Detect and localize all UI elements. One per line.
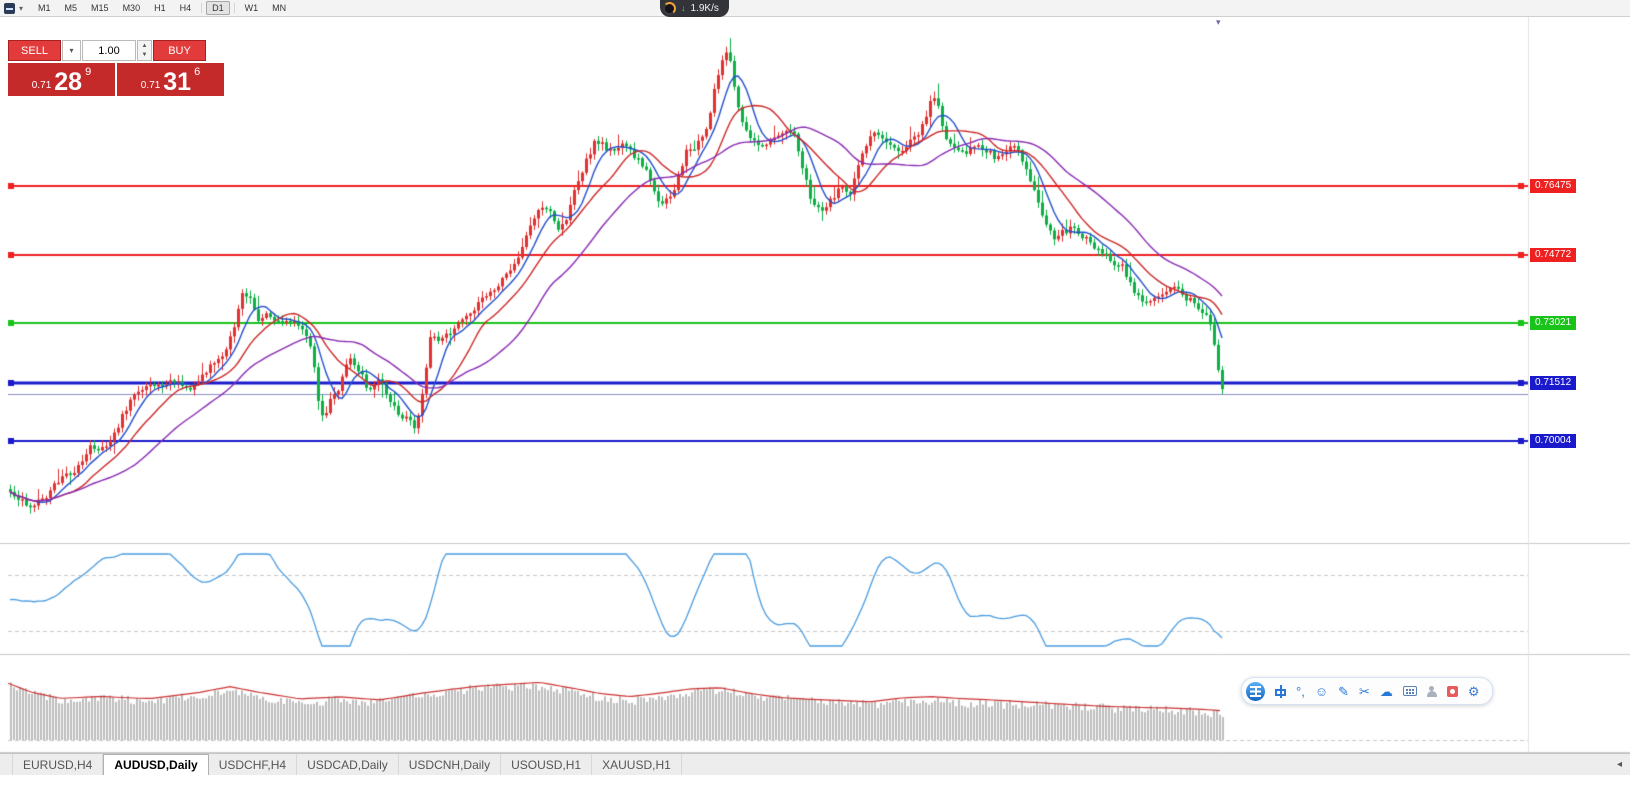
timeframe-d1-button[interactable]: D1 [206,1,230,15]
keyboard-icon[interactable] [1402,686,1417,696]
toolbar-caret-icon[interactable]: ▾ [19,3,24,13]
price-level-tag-5: 0.70004 [1530,434,1577,448]
sell-price-point: 9 [85,66,92,78]
timeframe-toolbar: ▾ M1 M5 M15 M30 H1 H4 D1 W1 MN [0,0,1630,17]
price-level-value: 0.74772 [1535,249,1572,260]
toolbar-separator [233,3,235,13]
network-speed-overlay[interactable]: ↓ 1.9K/s [660,0,729,17]
ime-toolbar: °, ☺ ✎ ✂ ☁ ⚙ [1241,677,1493,705]
account-icon[interactable] [1426,685,1437,697]
sell-button[interactable]: SELL [8,40,61,61]
emoji-icon[interactable]: ☺ [1314,683,1329,699]
cloud-icon[interactable]: ☁ [1379,683,1393,699]
toolbar-separator [201,3,203,13]
lot-spinner[interactable]: ▲ ▼ [137,40,152,61]
price-level-tag-4: 0.71512 [1530,376,1577,390]
lot-increase-icon[interactable]: ▲ [141,42,148,49]
tab-usdchf-h4[interactable]: USDCHF,H4 [209,754,298,775]
chart-tabs-bar: EURUSD,H4 AUDUSD,Daily USDCHF,H4 USDCAD,… [0,753,1630,775]
ime-logo-icon[interactable] [1246,681,1265,701]
timeframe-m5-button[interactable]: M5 [64,3,78,13]
price-level-tag-3: 0.73021 [1530,316,1577,330]
sell-price-prefix: 0.71 [31,80,52,91]
settings-gear-icon[interactable]: ⚙ [1467,683,1480,699]
skin-icon[interactable] [1446,685,1458,697]
timeframe-h1-button[interactable]: H1 [154,3,166,13]
buy-button[interactable]: BUY [153,40,206,61]
price-level-value: 0.73021 [1535,317,1572,328]
timeframe-w1-button[interactable]: W1 [244,3,259,13]
handwriting-icon[interactable]: ✎ [1338,683,1349,699]
price-level-value: 0.70004 [1535,435,1572,446]
tab-usdcad-daily[interactable]: USDCAD,Daily [297,754,399,775]
timeframe-h4-button[interactable]: H4 [179,3,192,13]
network-speed-value: 1.9K/s [690,2,719,14]
one-click-trading-panel: SELL ▾ ▲ ▼ BUY 0.71 28 9 0.71 31 6 [8,40,224,96]
screenshot-scissors-icon[interactable]: ✂ [1359,683,1370,699]
lot-dropdown-caret-icon[interactable]: ▾ [62,40,81,61]
buy-price-pips: 31 [163,67,192,96]
punctuation-icon[interactable]: °, [1296,683,1305,699]
timeframe-mn-button[interactable]: MN [272,3,287,13]
wang-glyph-icon [1250,685,1261,697]
price-level-tag-2: 0.74772 [1530,248,1577,262]
tab-eurusd-h4[interactable]: EURUSD,H4 [12,754,104,775]
sell-price-pips: 28 [54,67,83,96]
tab-usdcnh-daily[interactable]: USDCNH,Daily [399,754,502,775]
price-level-value: 0.76475 [1535,180,1572,191]
buy-price-point: 6 [194,66,201,78]
tab-usousd-h1[interactable]: USOUSD,H1 [501,754,593,775]
download-arrow-icon: ↓ [681,3,686,13]
tab-scroll-left-icon[interactable]: ◂ [1616,759,1622,770]
lot-decrease-icon[interactable]: ▼ [141,52,148,59]
timeframe-m15-button[interactable]: M15 [91,3,109,13]
timeframe-m30-button[interactable]: M30 [122,3,141,13]
lot-size-input[interactable] [82,40,136,61]
chart-shift-marker-icon[interactable]: ▾ [1216,17,1221,27]
timeframe-m1-button[interactable]: M1 [38,3,51,13]
tab-audusd-daily[interactable]: AUDUSD,Daily [103,754,209,775]
price-level-tag-1: 0.76475 [1530,179,1577,193]
app-icon[interactable] [4,2,15,14]
buy-price-box[interactable]: 0.71 31 6 [117,63,224,96]
buy-price-prefix: 0.71 [140,80,161,91]
chinese-mode-icon[interactable] [1275,684,1286,698]
tab-xauusd-h1[interactable]: XAUUSD,H1 [592,754,682,775]
booster-gauge-icon [663,2,676,15]
price-chart-canvas[interactable] [0,17,1630,753]
sell-price-box[interactable]: 0.71 28 9 [8,63,115,96]
price-level-value: 0.71512 [1535,377,1572,388]
